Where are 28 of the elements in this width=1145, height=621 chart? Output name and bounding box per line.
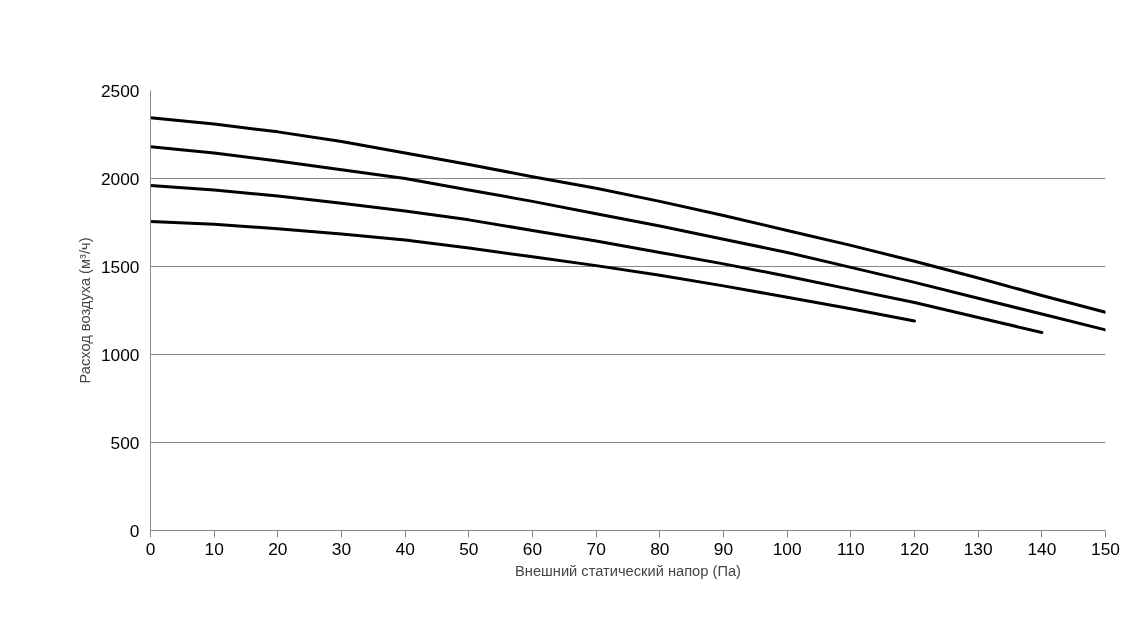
x-tick-label: 140	[1027, 538, 1057, 559]
y-tick-label: 1500	[100, 256, 140, 277]
x-tick-label: 60	[522, 538, 543, 559]
line-series	[150, 184, 1044, 334]
x-tick-label: 40	[395, 538, 415, 559]
x-tick-label: 150	[1091, 538, 1120, 559]
x-tick-label: 80	[650, 538, 670, 559]
x-axis-title: Внешний статический напор (Па)	[515, 562, 741, 579]
y-axis-title: Расход воздуха (м³/ч)	[76, 237, 93, 384]
y-tick-label: 1000	[100, 344, 140, 365]
line-series	[150, 145, 1106, 332]
y-tick-label: 0	[129, 520, 140, 541]
x-tick-label: 70	[586, 538, 606, 559]
line-series	[150, 116, 1106, 314]
x-tick-label: 130	[963, 538, 993, 559]
x-tick-label: 10	[204, 538, 224, 559]
x-tick-label: 0	[145, 538, 156, 559]
x-tick-label: 20	[268, 538, 288, 559]
y-tick-label: 2000	[100, 168, 140, 189]
x-tick-label: 30	[331, 538, 352, 559]
x-tick-label: 90	[713, 538, 734, 559]
x-tick-label: 100	[772, 538, 802, 559]
x-tick-label: 50	[459, 538, 479, 559]
x-tick-label: 120	[900, 538, 929, 559]
y-tick-label: 2500	[100, 80, 140, 101]
y-tick-label: 500	[110, 432, 140, 453]
line-series	[150, 220, 916, 323]
x-tick-label: 110	[837, 538, 865, 559]
